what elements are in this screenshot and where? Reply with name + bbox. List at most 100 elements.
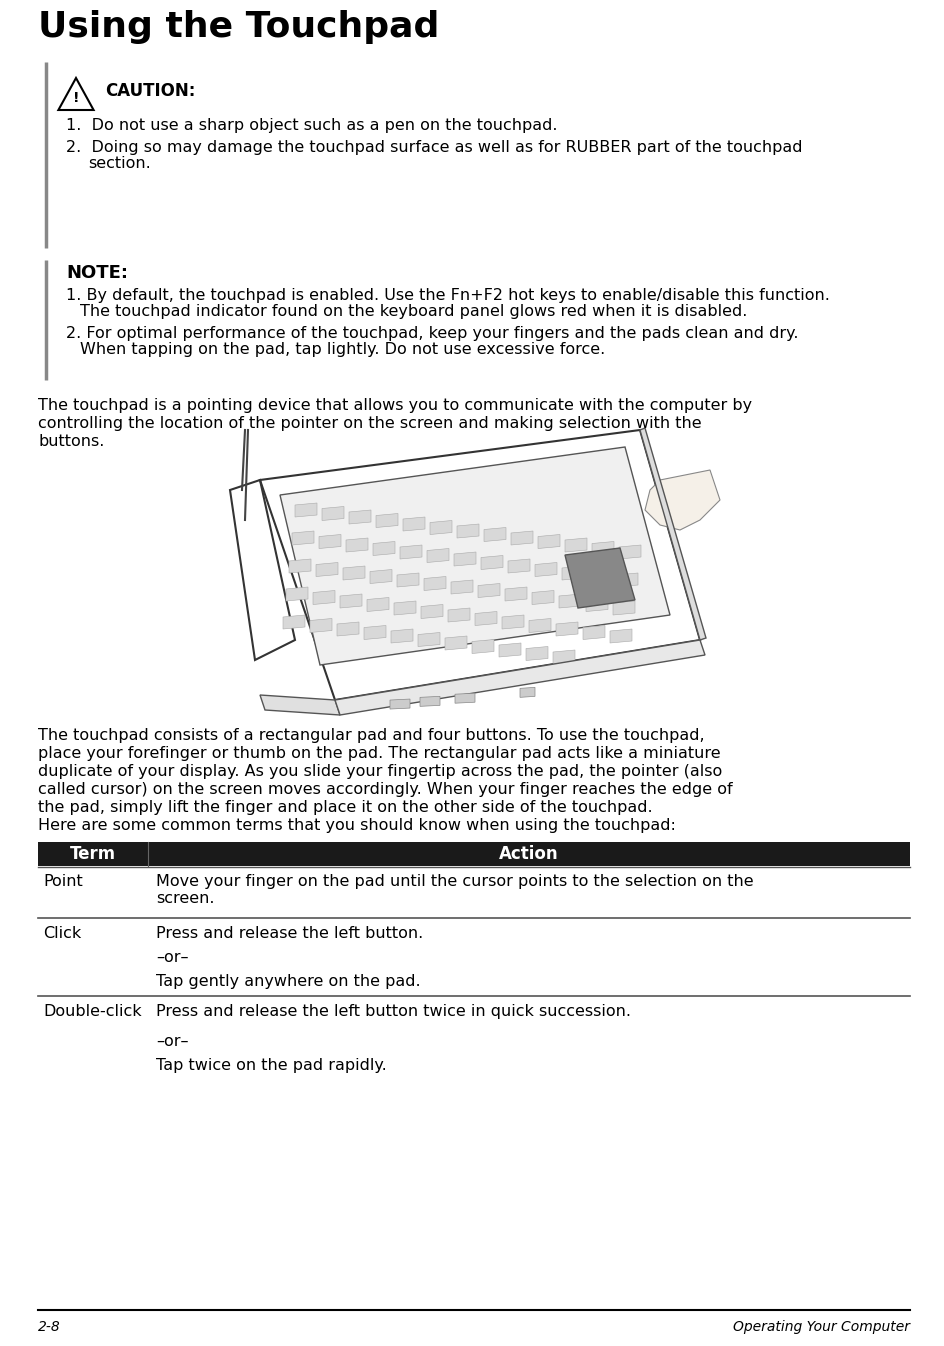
Polygon shape xyxy=(312,591,334,604)
Text: section.: section. xyxy=(88,156,151,171)
Polygon shape xyxy=(582,626,604,639)
Polygon shape xyxy=(615,573,637,587)
Polygon shape xyxy=(310,619,331,633)
Polygon shape xyxy=(402,517,425,532)
Polygon shape xyxy=(319,534,341,549)
Polygon shape xyxy=(424,576,446,591)
Polygon shape xyxy=(483,528,505,541)
Text: –or–: –or– xyxy=(156,950,188,965)
Polygon shape xyxy=(610,629,632,643)
Polygon shape xyxy=(366,598,389,611)
Polygon shape xyxy=(565,538,586,552)
Polygon shape xyxy=(394,602,415,615)
Text: The touchpad consists of a rectangular pad and four buttons. To use the touchpad: The touchpad consists of a rectangular p… xyxy=(38,728,704,743)
Polygon shape xyxy=(445,637,466,650)
Polygon shape xyxy=(559,594,581,608)
Polygon shape xyxy=(391,629,413,643)
Polygon shape xyxy=(519,688,534,697)
Text: 1. By default, the touchpad is enabled. Use the Fn+F2 hot keys to enable/disable: 1. By default, the touchpad is enabled. … xyxy=(66,288,829,303)
Polygon shape xyxy=(639,428,705,639)
Polygon shape xyxy=(427,549,448,563)
Polygon shape xyxy=(260,695,340,715)
Text: 2. For optimal performance of the touchpad, keep your fingers and the pads clean: 2. For optimal performance of the touchp… xyxy=(66,326,798,341)
Text: Point: Point xyxy=(43,874,83,888)
Polygon shape xyxy=(504,587,527,602)
Polygon shape xyxy=(334,639,704,715)
Polygon shape xyxy=(471,639,494,654)
Text: screen.: screen. xyxy=(156,891,214,906)
Text: Move your finger on the pad until the cursor points to the selection on the: Move your finger on the pad until the cu… xyxy=(156,874,752,888)
Polygon shape xyxy=(552,650,574,664)
Polygon shape xyxy=(370,569,392,584)
Text: Here are some common terms that you should know when using the touchpad:: Here are some common terms that you shou… xyxy=(38,818,675,833)
Polygon shape xyxy=(480,556,502,569)
Polygon shape xyxy=(390,699,410,709)
Text: 1.  Do not use a sharp object such as a pen on the touchpad.: 1. Do not use a sharp object such as a p… xyxy=(66,118,557,133)
Text: Action: Action xyxy=(498,845,558,863)
Polygon shape xyxy=(526,646,548,661)
Polygon shape xyxy=(511,532,532,545)
Polygon shape xyxy=(322,506,344,521)
Polygon shape xyxy=(453,552,476,567)
Polygon shape xyxy=(419,696,440,707)
Polygon shape xyxy=(315,563,338,576)
Polygon shape xyxy=(343,567,364,580)
Text: Click: Click xyxy=(43,926,81,941)
Polygon shape xyxy=(475,611,497,626)
Polygon shape xyxy=(508,559,530,573)
Polygon shape xyxy=(588,569,611,584)
Polygon shape xyxy=(531,591,553,604)
Polygon shape xyxy=(396,573,418,587)
Polygon shape xyxy=(498,643,520,657)
Polygon shape xyxy=(585,598,607,611)
Polygon shape xyxy=(286,587,308,602)
Polygon shape xyxy=(534,563,556,576)
Polygon shape xyxy=(292,532,313,545)
Polygon shape xyxy=(376,514,397,528)
Text: Using the Touchpad: Using the Touchpad xyxy=(38,9,439,44)
Text: Tap twice on the pad rapidly.: Tap twice on the pad rapidly. xyxy=(156,1058,386,1073)
Polygon shape xyxy=(555,622,578,637)
Text: 2-8: 2-8 xyxy=(38,1320,60,1334)
Polygon shape xyxy=(421,604,443,619)
Polygon shape xyxy=(562,567,583,580)
Text: –or–: –or– xyxy=(156,1034,188,1049)
Text: controlling the location of the pointer on the screen and making selection with : controlling the location of the pointer … xyxy=(38,416,700,431)
Polygon shape xyxy=(454,693,475,703)
Polygon shape xyxy=(478,584,499,598)
Polygon shape xyxy=(450,580,473,594)
Polygon shape xyxy=(279,447,669,665)
Text: called cursor) on the screen moves accordingly. When your finger reaches the edg: called cursor) on the screen moves accor… xyxy=(38,782,732,797)
Text: Press and release the left button.: Press and release the left button. xyxy=(156,926,423,941)
Text: place your forefinger or thumb on the pad. The rectangular pad acts like a minia: place your forefinger or thumb on the pa… xyxy=(38,746,720,760)
Text: Operating Your Computer: Operating Your Computer xyxy=(733,1320,909,1334)
Text: Term: Term xyxy=(70,845,116,863)
Polygon shape xyxy=(346,538,367,552)
Polygon shape xyxy=(591,541,614,556)
Polygon shape xyxy=(457,524,479,538)
Text: The touchpad is a pointing device that allows you to communicate with the comput: The touchpad is a pointing device that a… xyxy=(38,398,751,413)
Text: 2.  Doing so may damage the touchpad surface as well as for RUBBER part of the t: 2. Doing so may damage the touchpad surf… xyxy=(66,140,801,155)
Polygon shape xyxy=(529,619,550,633)
Text: NOTE:: NOTE: xyxy=(66,264,127,283)
Polygon shape xyxy=(337,622,359,637)
Polygon shape xyxy=(417,633,440,646)
Polygon shape xyxy=(289,559,311,573)
FancyBboxPatch shape xyxy=(38,843,909,865)
Text: Double-click: Double-click xyxy=(43,1004,142,1019)
Polygon shape xyxy=(501,615,523,629)
Polygon shape xyxy=(295,503,316,517)
Polygon shape xyxy=(348,510,371,524)
Polygon shape xyxy=(618,545,640,559)
Polygon shape xyxy=(282,615,305,629)
Polygon shape xyxy=(363,626,385,639)
Polygon shape xyxy=(373,541,395,556)
Polygon shape xyxy=(565,548,634,608)
Polygon shape xyxy=(340,594,362,608)
Text: duplicate of your display. As you slide your fingertip across the pad, the point: duplicate of your display. As you slide … xyxy=(38,765,721,779)
Text: buttons.: buttons. xyxy=(38,433,104,450)
Text: Press and release the left button twice in quick succession.: Press and release the left button twice … xyxy=(156,1004,631,1019)
Polygon shape xyxy=(447,608,469,622)
Text: When tapping on the pad, tap lightly. Do not use excessive force.: When tapping on the pad, tap lightly. Do… xyxy=(80,342,604,357)
Polygon shape xyxy=(430,521,451,534)
